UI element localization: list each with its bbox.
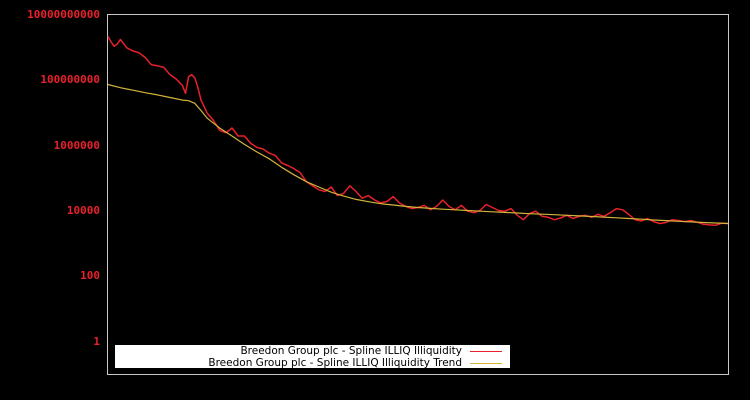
legend-label-trend: Breedon Group plc - Spline ILLIQ Illiqui… [208, 357, 462, 369]
plot-frame [107, 14, 729, 375]
legend-swatch-illiquidity [470, 351, 502, 352]
y-tick-label: 1000000 [53, 139, 100, 152]
y-tick-label: 10000 [66, 204, 100, 217]
y-tick-label: 10000000000 [27, 8, 100, 21]
legend-swatch-trend [470, 363, 502, 364]
series-line-trend [107, 83, 729, 225]
legend-label-illiquidity: Breedon Group plc - Spline ILLIQ Illiqui… [240, 345, 462, 357]
y-tick-label: 100 [80, 269, 100, 282]
y-tick-label: 100000000 [40, 73, 100, 86]
legend: Breedon Group plc - Spline ILLIQ Illiqui… [115, 345, 510, 369]
y-tick-label: 1 [93, 335, 100, 348]
series-line-illiquidity [107, 36, 729, 227]
series-layer [107, 36, 729, 227]
